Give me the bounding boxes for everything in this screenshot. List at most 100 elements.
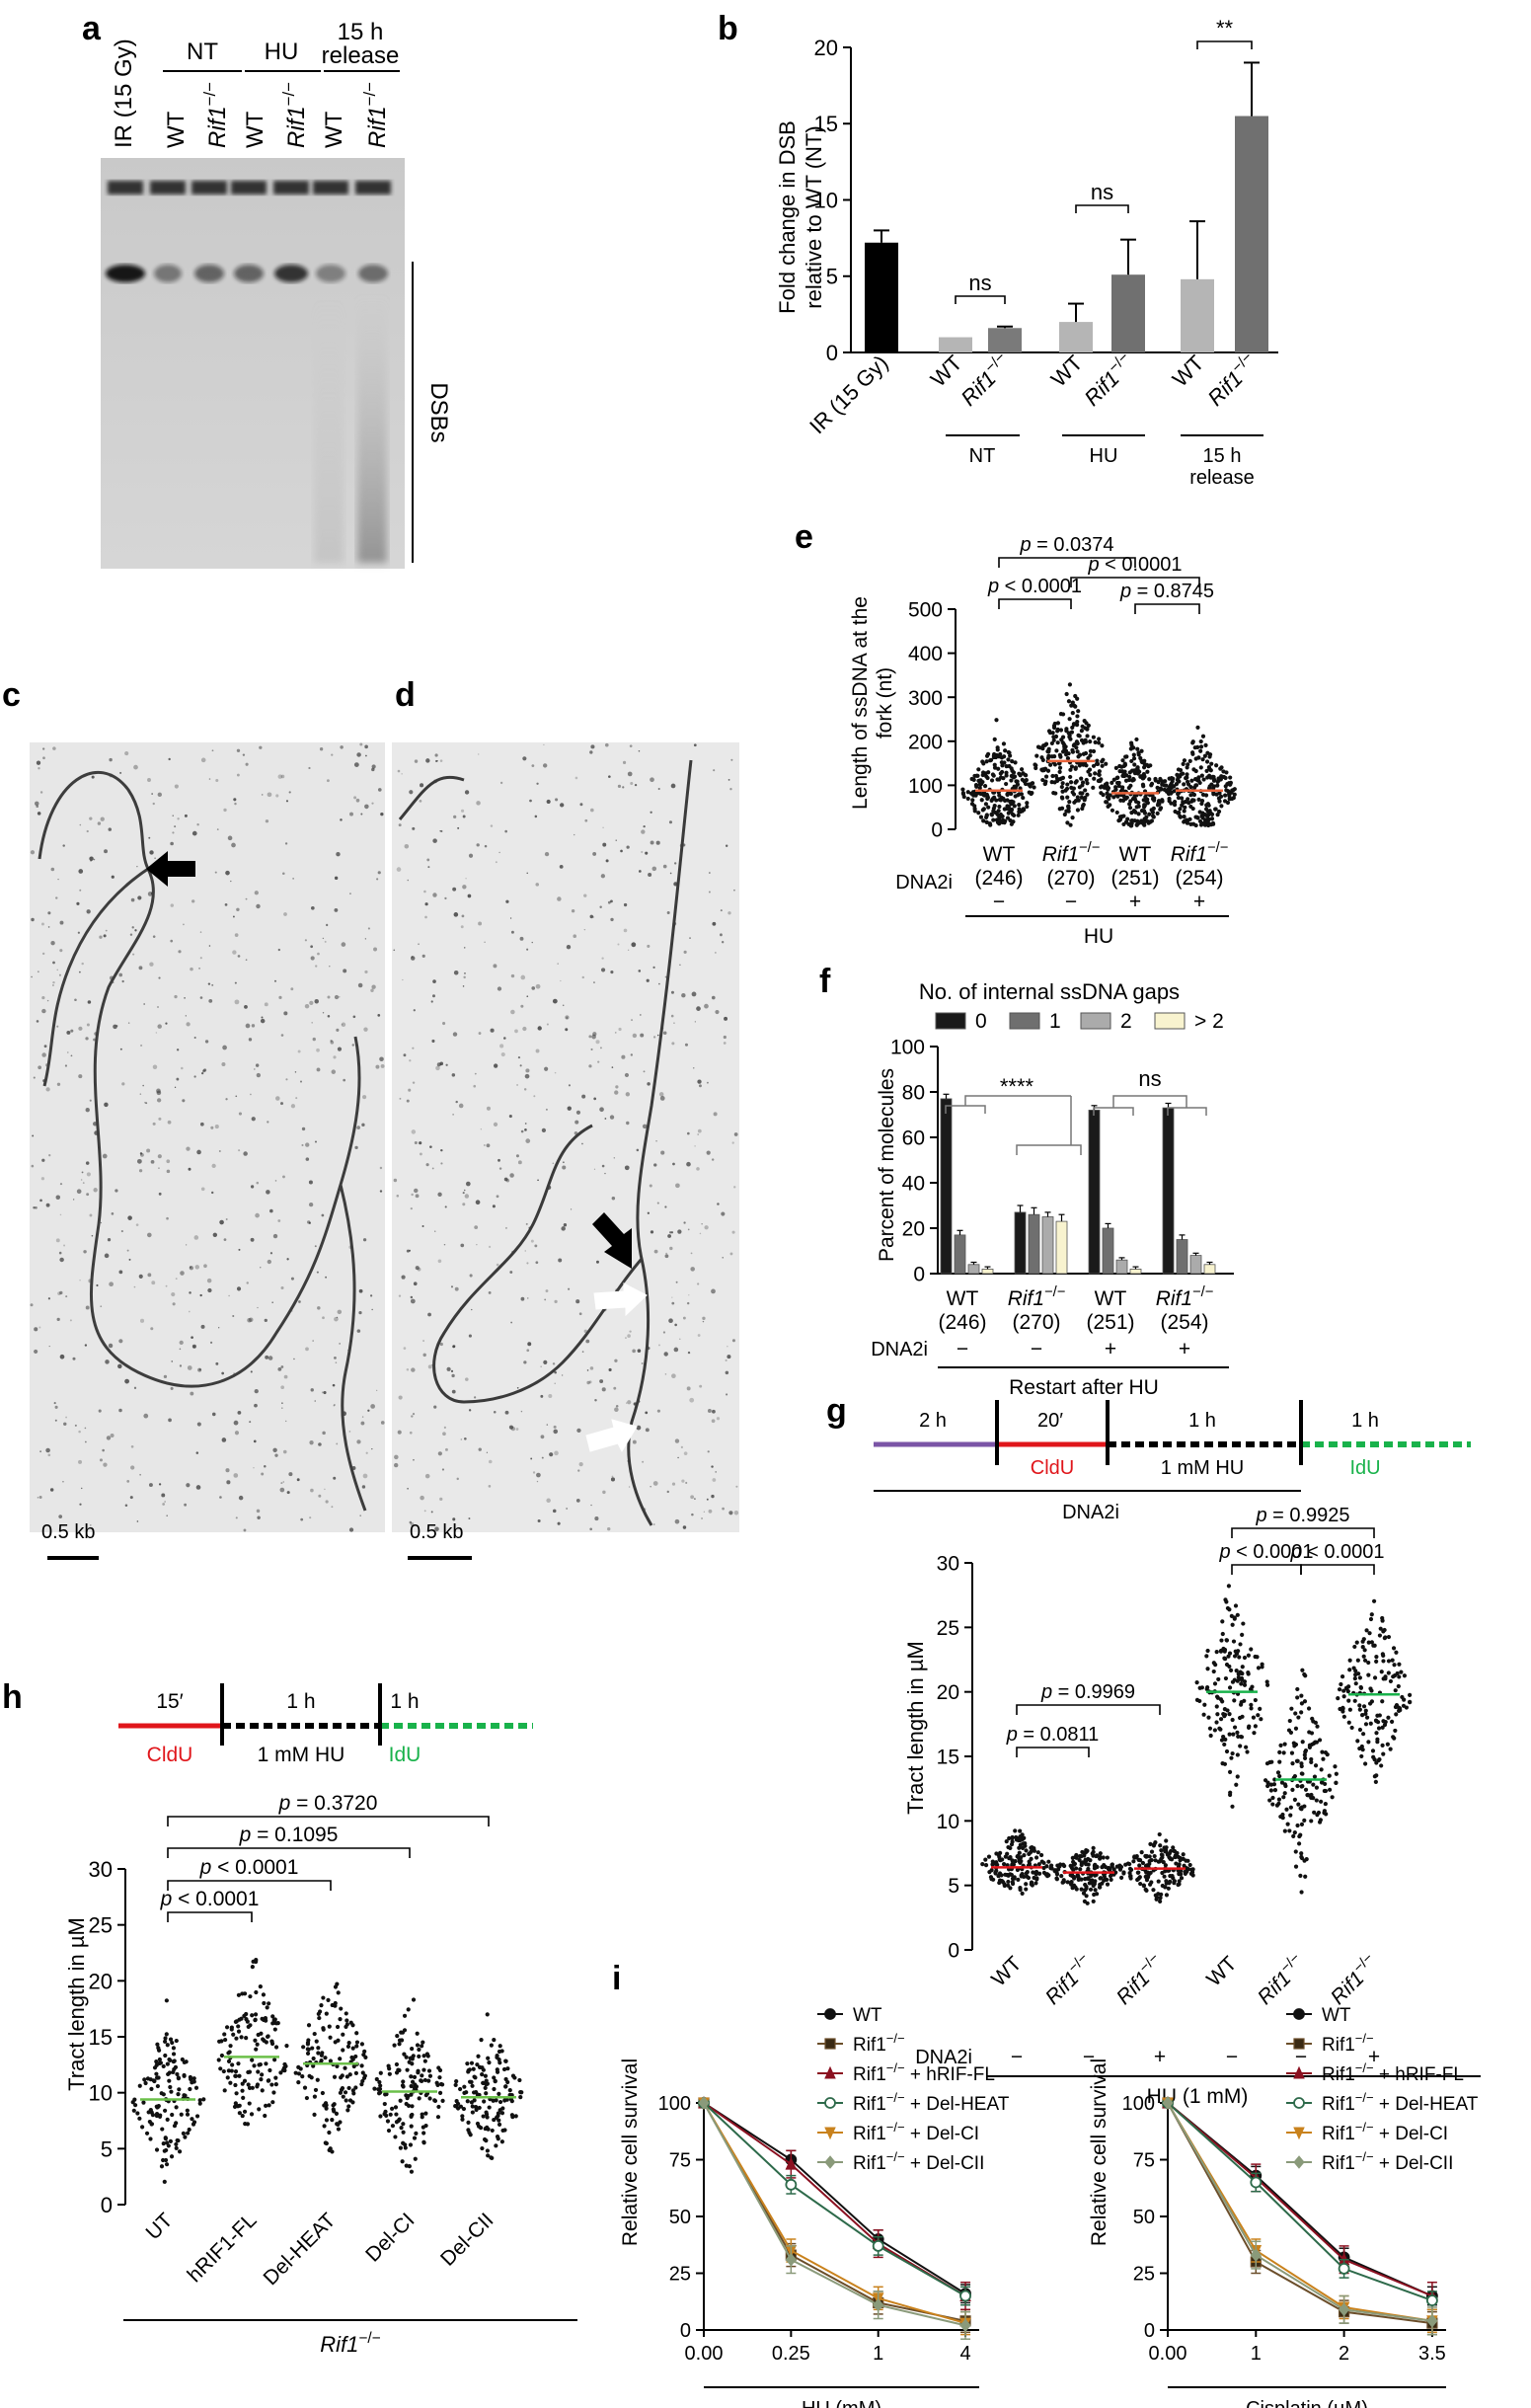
panel-h-group-3-dot	[402, 2052, 407, 2057]
panel-g-group-3-dot	[1214, 1694, 1220, 1699]
panel-e-group-3-dot	[1190, 751, 1195, 756]
speckle	[439, 759, 443, 762]
panel-i-left-point-2-1	[785, 2156, 798, 2170]
panel-g-group-1-dot	[1114, 1864, 1119, 1869]
panel-e-group-1-dot	[1073, 766, 1078, 771]
panel-i-right-series-line-1	[1167, 2102, 1433, 2325]
speckle	[496, 1195, 499, 1199]
speckle	[176, 1049, 180, 1051]
panel-e-group-0-dot	[984, 792, 989, 797]
panel-h-group-2-dot	[310, 2046, 315, 2051]
speckle	[221, 1371, 224, 1375]
panel-h-group-0-dot	[168, 2037, 174, 2042]
speckle	[158, 1192, 162, 1196]
panel-e-group-1-dot	[1048, 762, 1053, 767]
speckle	[102, 1153, 108, 1159]
panel-g-group-1-dot	[1094, 1853, 1099, 1859]
speckle	[451, 1073, 456, 1077]
panel-g-group-0-dot	[986, 1854, 992, 1859]
panel-h-group-0-dot	[156, 2046, 161, 2051]
speckle	[406, 1367, 410, 1371]
panel-g-group-3-dot	[1235, 1612, 1240, 1617]
panel-i-left-y-tick-label: 75	[669, 2150, 691, 2172]
speckle	[85, 1037, 89, 1041]
panel-g-group-4-dot	[1292, 1797, 1298, 1803]
panel-g-group-4-dot	[1312, 1774, 1318, 1779]
speckle	[577, 1469, 580, 1472]
speckle	[124, 751, 129, 756]
speckle	[147, 1273, 152, 1278]
speckle	[403, 1053, 407, 1057]
panel-g-group-0-dot	[1006, 1883, 1011, 1888]
panel-g-group-3-dot	[1226, 1654, 1231, 1659]
panel-g-group-3-dot	[1238, 1744, 1243, 1748]
panel-h-cat-4: Del-CII	[436, 2209, 498, 2270]
panel-i-right-legend-name-5: Rif1	[1322, 2153, 1355, 2174]
panel-h-group-1-dot	[229, 2025, 234, 2030]
speckle	[688, 1294, 690, 1296]
panel-g-group-0-dot	[1038, 1852, 1044, 1858]
panel-g-group-2-dot	[1163, 1863, 1168, 1868]
speckle	[724, 1016, 728, 1021]
speckle	[464, 1194, 470, 1199]
panel-i-left-ylabel: Relative cell survival	[619, 2058, 642, 2246]
speckle	[333, 1403, 336, 1406]
panel-h-group-1-dot	[224, 2025, 230, 2030]
speckle	[422, 1340, 424, 1342]
panel-h-group-1-dot	[219, 2053, 224, 2058]
speckle	[139, 1473, 141, 1476]
speckle	[59, 1354, 65, 1359]
scheme-g-label-2h: 2 h	[919, 1410, 947, 1432]
panel-h-group-3-dot	[409, 2114, 414, 2119]
panel-h-group-3-dot	[401, 2084, 406, 2089]
panel-e-group-1-dot	[1043, 774, 1049, 779]
panel-e-group-2-dot	[1134, 737, 1139, 742]
panel-h-group-2-dot	[339, 2006, 344, 2011]
speckle	[468, 1334, 472, 1338]
speckle	[650, 840, 654, 845]
panel-i-right-point-5-1	[1250, 2248, 1262, 2262]
panel-e-group-3-dot	[1182, 758, 1187, 763]
speckle	[370, 1404, 375, 1409]
panel-h-group-4-dot	[512, 2075, 517, 2080]
speckle	[680, 1445, 683, 1448]
speckle	[152, 802, 155, 806]
panel-h-group-0-dot	[135, 2111, 140, 2116]
speckle	[413, 1458, 415, 1461]
speckle	[221, 1061, 226, 1066]
panel-g-group-4-dot	[1315, 1724, 1320, 1729]
panel-h-y-tick-label: 30	[89, 1857, 113, 1882]
speckle	[690, 1267, 695, 1272]
speckle	[625, 1337, 627, 1339]
speckle	[566, 1017, 569, 1019]
speckle	[188, 1167, 191, 1171]
speckle	[432, 994, 435, 998]
panel-h-group-3-dot	[401, 2122, 406, 2127]
panel-h-group-2-dot	[346, 2085, 351, 2091]
panel-e-group-0-dot	[992, 804, 997, 809]
panel-g-group-2-dot	[1154, 1895, 1160, 1901]
panel-e-group-3-dot	[1216, 776, 1221, 781]
speckle	[554, 1370, 557, 1374]
panel-g-group-3-dot	[1239, 1681, 1244, 1686]
speckle	[692, 1067, 695, 1069]
speckle	[181, 1066, 184, 1070]
panel-h-group-2-dot	[296, 2064, 301, 2069]
panel-g-group-2-dot	[1183, 1869, 1187, 1875]
speckle	[425, 758, 430, 763]
panel-g-group-4-dot	[1311, 1796, 1316, 1801]
lane-group-hu: HU	[265, 39, 299, 65]
panel-e-group-1-dot	[1066, 699, 1072, 704]
panel-g-group-2-dot	[1189, 1867, 1194, 1872]
panel-h-group-4-dot	[454, 2079, 459, 2084]
speckle	[396, 867, 402, 872]
speckle	[234, 999, 240, 1005]
panel-e-group-3-dot	[1216, 809, 1222, 815]
speckle	[322, 1431, 326, 1436]
speckle	[307, 1220, 311, 1224]
speckle	[526, 1349, 530, 1353]
panel-f-bar-1-2	[1041, 1216, 1054, 1275]
panel-h-group-0-dot	[180, 2057, 185, 2062]
panel-h-group-0-dot	[157, 2057, 162, 2062]
panel-g-group-5-dot	[1363, 1722, 1369, 1727]
